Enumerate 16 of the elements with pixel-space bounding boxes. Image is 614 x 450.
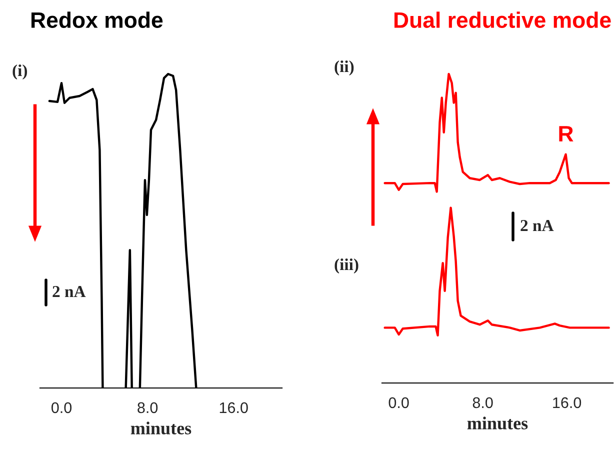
chart-title: Redox mode — [31, 12, 163, 28]
x-axis-title: minutes — [467, 416, 528, 430]
annotation: 2 nA — [52, 286, 86, 298]
text: (iii) — [334, 258, 358, 274]
text: (ii) — [334, 60, 354, 76]
x-axis-title: minutes — [130, 422, 192, 434]
chart-title: Dual reductive mode — [394, 12, 611, 28]
annotation: R — [559, 126, 574, 142]
x-tick-label: 16.0 — [553, 397, 582, 408]
x-tick-label: 16.0 — [220, 402, 248, 414]
x-tick-label: 0.0 — [51, 402, 72, 414]
x-tick-label: 0.0 — [388, 397, 409, 408]
x-tick-label: 8.0 — [138, 402, 158, 414]
x-tick-label: 8.0 — [472, 397, 493, 408]
text: (i) — [12, 64, 27, 80]
annotation: 2 nA — [520, 220, 554, 232]
